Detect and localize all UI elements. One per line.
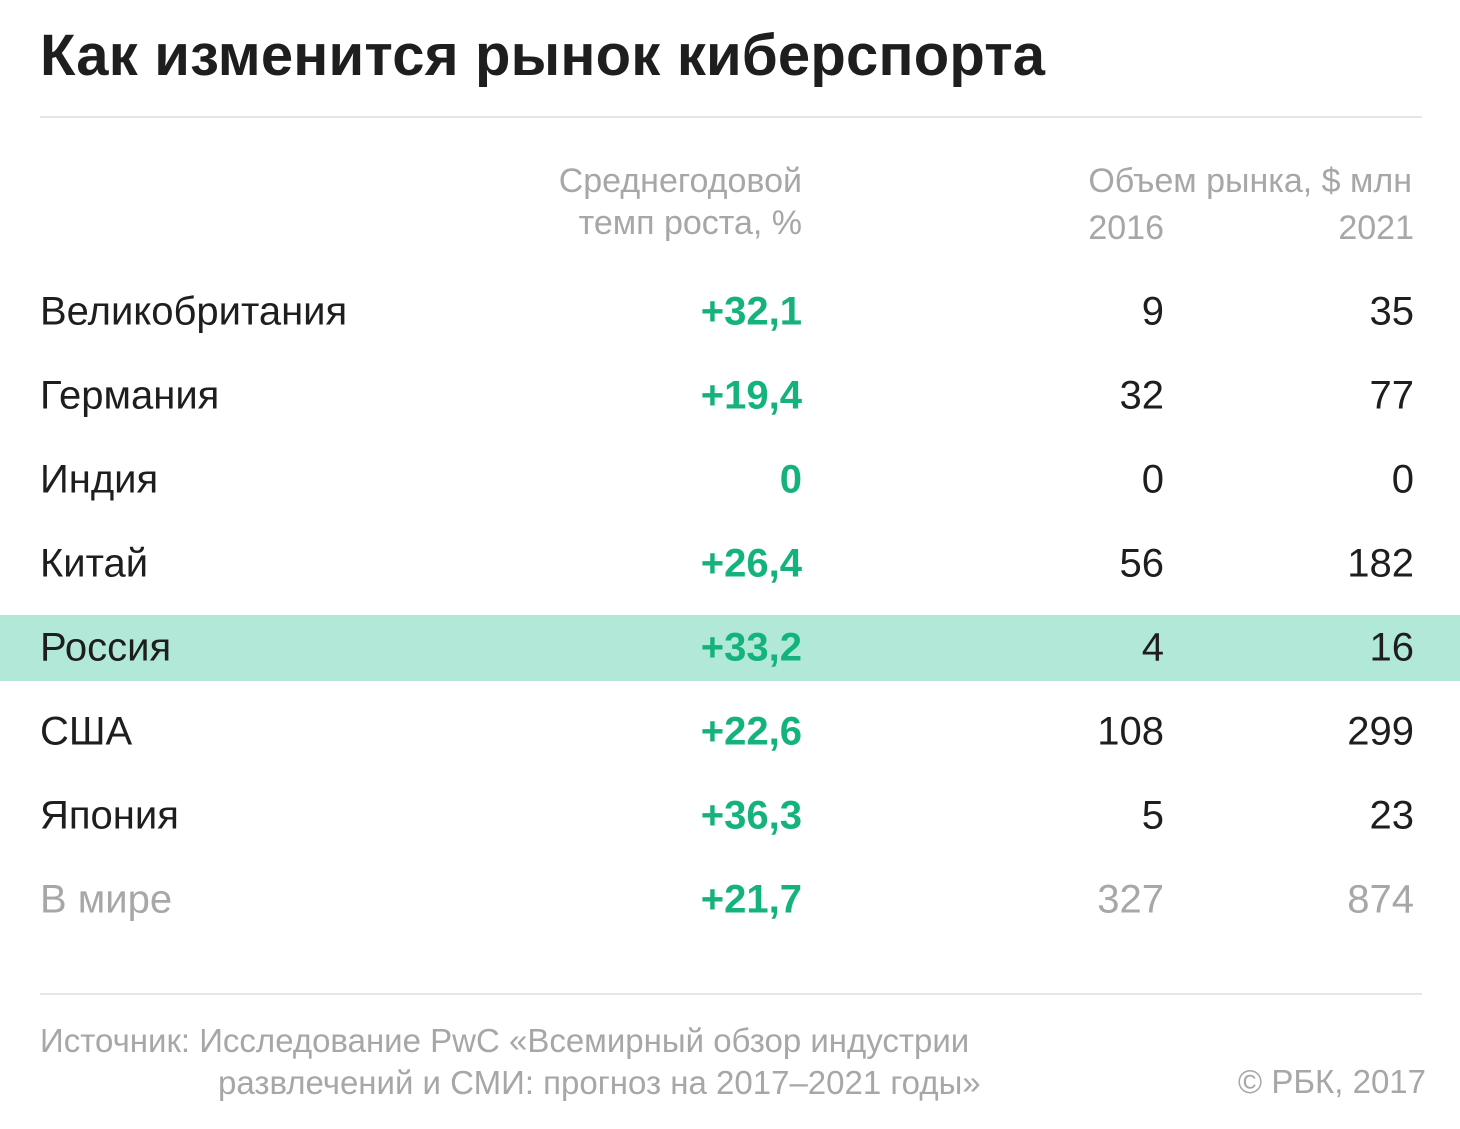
growth-header-line1: Среднегодовой xyxy=(558,162,802,200)
value-2016-cell: 4 xyxy=(1141,625,1164,670)
table-row: Великобритания +32,1 9 35 xyxy=(0,270,1460,354)
value-2021-cell: 16 xyxy=(1369,625,1415,670)
data-table: Великобритания +32,1 9 35 Германия +19,4 32 77 И… xyxy=(0,270,1460,942)
value-2021-cell: 0 xyxy=(1391,457,1414,502)
source-line1: Источник: Исследование PwC «Всемирный об… xyxy=(40,1022,970,1059)
table-row: Япония +36,3 5 23 xyxy=(0,774,1460,858)
source-note: Источник: Исследование PwC «Всемирный об… xyxy=(40,1020,981,1104)
growth-cell: +21,7 xyxy=(700,877,802,922)
value-2016-cell: 5 xyxy=(1141,793,1164,838)
value-2016-cell: 0 xyxy=(1141,457,1164,502)
country-cell: США xyxy=(40,709,133,754)
value-2016-cell: 56 xyxy=(1119,541,1165,586)
table-row: В мире +21,7 327 874 xyxy=(0,858,1460,942)
value-2021-cell: 874 xyxy=(1347,877,1414,922)
copyright: © РБК, 2017 xyxy=(1237,1063,1426,1100)
value-2021-cell: 182 xyxy=(1347,541,1414,586)
country-cell: Россия xyxy=(40,625,172,670)
table-row: Россия +33,2 4 16 xyxy=(0,615,1460,681)
country-cell: В мире xyxy=(40,877,173,922)
table-row: Германия +19,4 32 77 xyxy=(0,354,1460,438)
growth-cell: +33,2 xyxy=(700,625,802,670)
growth-header-line2: темп роста, % xyxy=(578,204,802,242)
bottom-divider xyxy=(40,993,1422,995)
country-cell: Германия xyxy=(40,373,220,418)
chart-title: Как изменится рынок киберспорта xyxy=(40,23,1046,88)
value-2016-cell: 9 xyxy=(1141,289,1164,334)
top-divider xyxy=(40,116,1422,118)
value-2021-cell: 35 xyxy=(1369,289,1415,334)
source-line2: развлечений и СМИ: прогноз на 2017–2021 … xyxy=(218,1064,981,1101)
value-2021-cell: 23 xyxy=(1369,793,1415,838)
value-2021-cell: 299 xyxy=(1347,709,1414,754)
table-row: Индия 0 0 0 xyxy=(0,438,1460,522)
value-2016-cell: 327 xyxy=(1097,877,1164,922)
growth-cell: +26,4 xyxy=(700,541,802,586)
value-2021-cell: 77 xyxy=(1369,373,1415,418)
growth-cell: +19,4 xyxy=(700,373,802,418)
growth-cell: +36,3 xyxy=(700,793,802,838)
country-cell: Индия xyxy=(40,457,159,502)
value-2016-cell: 32 xyxy=(1119,373,1165,418)
value-2016-cell: 108 xyxy=(1097,709,1164,754)
table-row: США +22,6 108 299 xyxy=(0,690,1460,774)
volume-column-header: Объем рынка, $ млн xyxy=(1088,162,1412,200)
table-row: Китай +26,4 56 182 xyxy=(0,522,1460,606)
growth-cell: 0 xyxy=(779,457,802,502)
growth-cell: +22,6 xyxy=(700,709,802,754)
country-cell: Китай xyxy=(40,541,149,586)
growth-cell: +32,1 xyxy=(700,289,802,334)
year-2021-header: 2021 xyxy=(1338,209,1414,247)
country-cell: Япония xyxy=(40,793,179,838)
growth-column-header: Среднегодовой темп роста, % xyxy=(559,160,802,244)
country-cell: Великобритания xyxy=(40,289,348,334)
year-2016-header: 2016 xyxy=(1088,209,1164,247)
